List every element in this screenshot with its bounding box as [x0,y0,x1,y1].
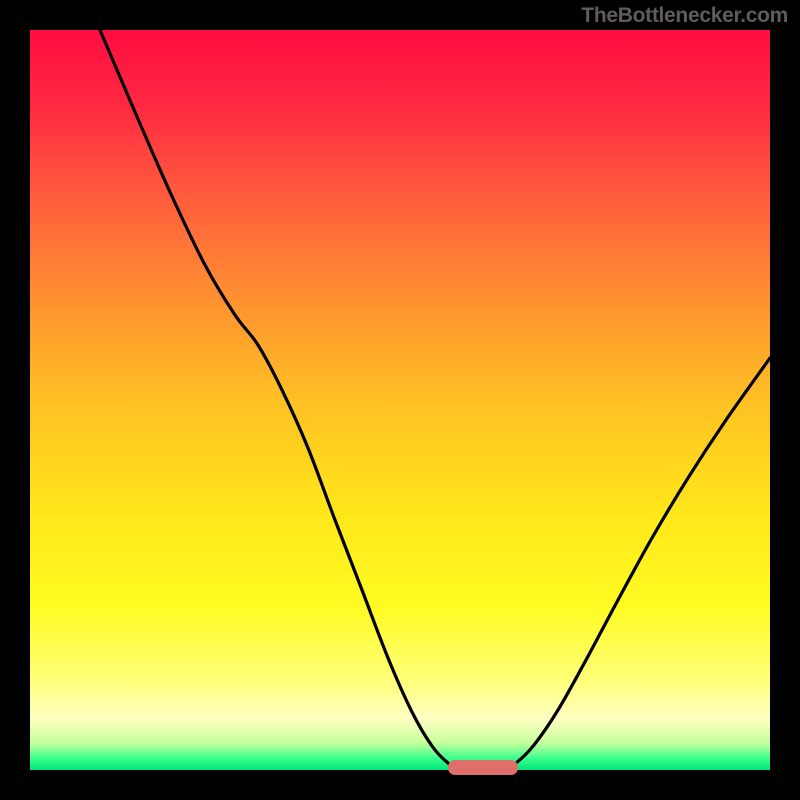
curve-layer [30,30,770,770]
watermark-text: TheBottlenecker.com [581,4,788,28]
valley-marker [448,760,518,775]
plot-area [30,30,770,770]
bottleneck-curve [100,30,770,770]
